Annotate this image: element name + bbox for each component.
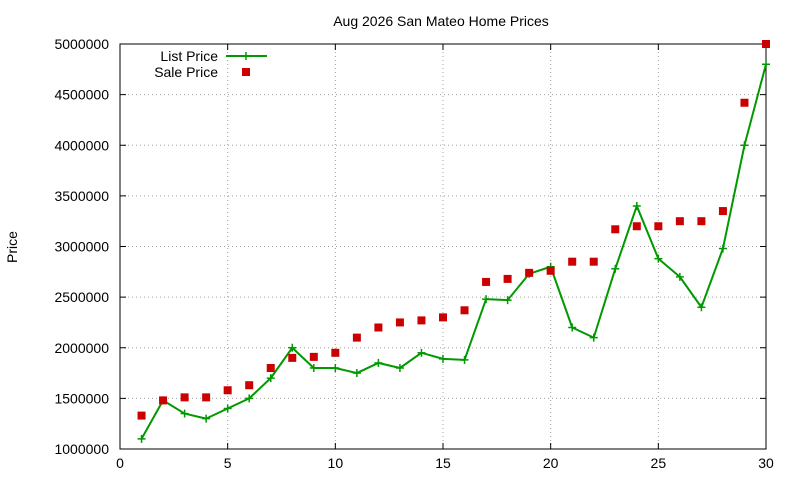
y-tick-label: 3000000 bbox=[54, 239, 109, 255]
data-point-square bbox=[288, 353, 297, 362]
data-point-plus bbox=[460, 355, 469, 364]
y-tick-label: 1500000 bbox=[54, 390, 109, 406]
x-tick-label: 15 bbox=[435, 455, 451, 471]
data-point-square bbox=[589, 257, 598, 266]
data-point-square bbox=[675, 217, 684, 226]
data-point-square bbox=[762, 40, 770, 48]
data-point-square bbox=[223, 386, 232, 395]
data-point-square bbox=[159, 396, 168, 405]
axis-ticks: 0 5 10 15 20 25 30 1000000 1500000 2000000 2500000… bbox=[54, 36, 774, 471]
data-point-square bbox=[460, 306, 469, 315]
data-point-square bbox=[180, 393, 189, 402]
data-point-plus bbox=[395, 364, 404, 372]
data-point-plus bbox=[762, 60, 770, 69]
data-point-plus bbox=[632, 202, 641, 210]
data-point-plus bbox=[675, 272, 684, 281]
data-point-plus bbox=[374, 358, 383, 367]
grid bbox=[120, 44, 766, 449]
data-point-plus bbox=[202, 414, 211, 423]
data-point-plus bbox=[482, 295, 491, 304]
legend-label-sale-price: Sale Price bbox=[154, 64, 218, 80]
series bbox=[137, 40, 770, 443]
data-point-plus bbox=[568, 323, 577, 332]
data-point-square bbox=[482, 277, 491, 286]
x-tick-label: 5 bbox=[224, 455, 232, 471]
data-point-plus bbox=[245, 394, 254, 403]
data-point-square bbox=[740, 98, 749, 107]
data-point-plus bbox=[740, 141, 749, 150]
data-point-plus bbox=[417, 348, 426, 357]
data-point-plus bbox=[503, 296, 512, 305]
data-point-square bbox=[632, 222, 641, 231]
data-point-plus bbox=[223, 404, 232, 413]
y-axis-label: Price bbox=[4, 231, 20, 263]
legend-label-list-price: List Price bbox=[160, 48, 218, 64]
data-point-square bbox=[352, 333, 361, 342]
data-point-square bbox=[245, 381, 254, 390]
data-point-square bbox=[309, 352, 318, 361]
legend-marker-sale-price bbox=[242, 68, 250, 76]
data-point-plus bbox=[697, 303, 706, 312]
x-tick-label: 20 bbox=[543, 455, 559, 471]
x-tick-label: 0 bbox=[116, 455, 124, 471]
data-point-square bbox=[202, 393, 211, 402]
data-point-plus bbox=[331, 364, 340, 372]
x-tick-label: 25 bbox=[651, 455, 667, 471]
data-point-square bbox=[439, 313, 447, 322]
data-point-plus bbox=[266, 374, 275, 383]
data-point-plus bbox=[718, 244, 727, 253]
data-point-plus bbox=[654, 254, 663, 263]
y-tick-label: 5000000 bbox=[54, 36, 109, 52]
y-tick-label: 3500000 bbox=[54, 188, 109, 204]
data-point-square bbox=[697, 217, 706, 226]
legend: List Price Sale Price bbox=[154, 48, 267, 80]
data-point-square bbox=[503, 274, 512, 283]
series-line bbox=[140, 63, 767, 440]
chart-title: Aug 2026 San Mateo Home Prices bbox=[333, 13, 549, 29]
data-point-square bbox=[718, 207, 727, 216]
data-point-plus bbox=[288, 343, 297, 352]
y-tick-label: 1000000 bbox=[54, 441, 109, 457]
legend-marker-list-price bbox=[242, 52, 250, 60]
data-point-plus bbox=[180, 409, 189, 418]
data-point-square bbox=[266, 364, 275, 372]
y-tick-label: 4500000 bbox=[54, 87, 109, 103]
data-point-plus bbox=[352, 369, 361, 378]
data-point-plus bbox=[439, 354, 447, 363]
series-sale-price bbox=[137, 40, 770, 420]
data-point-square bbox=[654, 222, 663, 231]
data-point-square bbox=[611, 225, 620, 234]
data-point-square bbox=[331, 348, 340, 357]
x-tick-label: 10 bbox=[328, 455, 344, 471]
data-point-square bbox=[525, 268, 534, 277]
data-point-square bbox=[374, 323, 383, 332]
data-point-plus bbox=[309, 364, 318, 372]
data-point-plus bbox=[611, 264, 620, 273]
data-point-plus bbox=[137, 434, 146, 443]
data-point-square bbox=[546, 266, 555, 275]
y-tick-label: 2000000 bbox=[54, 340, 109, 356]
data-point-square bbox=[568, 257, 577, 266]
series-list-price bbox=[137, 60, 770, 443]
data-point-square bbox=[137, 411, 146, 420]
data-point-plus bbox=[589, 333, 598, 342]
y-tick-label: 2500000 bbox=[54, 289, 109, 305]
y-tick-label: 4000000 bbox=[54, 137, 109, 153]
data-point-square bbox=[395, 318, 404, 327]
x-tick-label: 30 bbox=[758, 455, 774, 471]
data-point-square bbox=[417, 316, 426, 325]
